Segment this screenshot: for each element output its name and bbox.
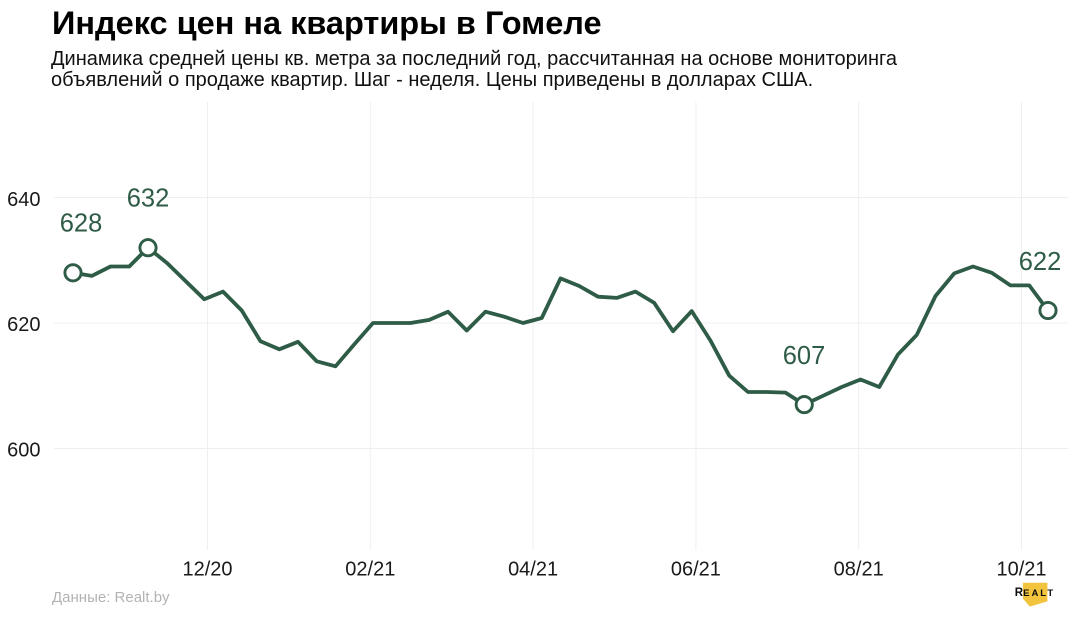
svg-text:04/21: 04/21 [508,559,558,581]
svg-text:607: 607 [783,342,826,370]
svg-text:02/21: 02/21 [345,559,395,581]
svg-text:600: 600 [7,439,40,461]
svg-text:632: 632 [127,185,170,213]
svg-text:12/20: 12/20 [182,559,232,581]
svg-text:REALT: REALT [1015,587,1055,599]
svg-text:06/21: 06/21 [671,559,721,581]
svg-text:640: 640 [7,189,40,211]
svg-text:628: 628 [60,210,103,238]
svg-text:620: 620 [7,314,40,336]
svg-text:622: 622 [1019,248,1062,276]
svg-text:08/21: 08/21 [834,559,884,581]
svg-text:10/21: 10/21 [996,559,1046,581]
